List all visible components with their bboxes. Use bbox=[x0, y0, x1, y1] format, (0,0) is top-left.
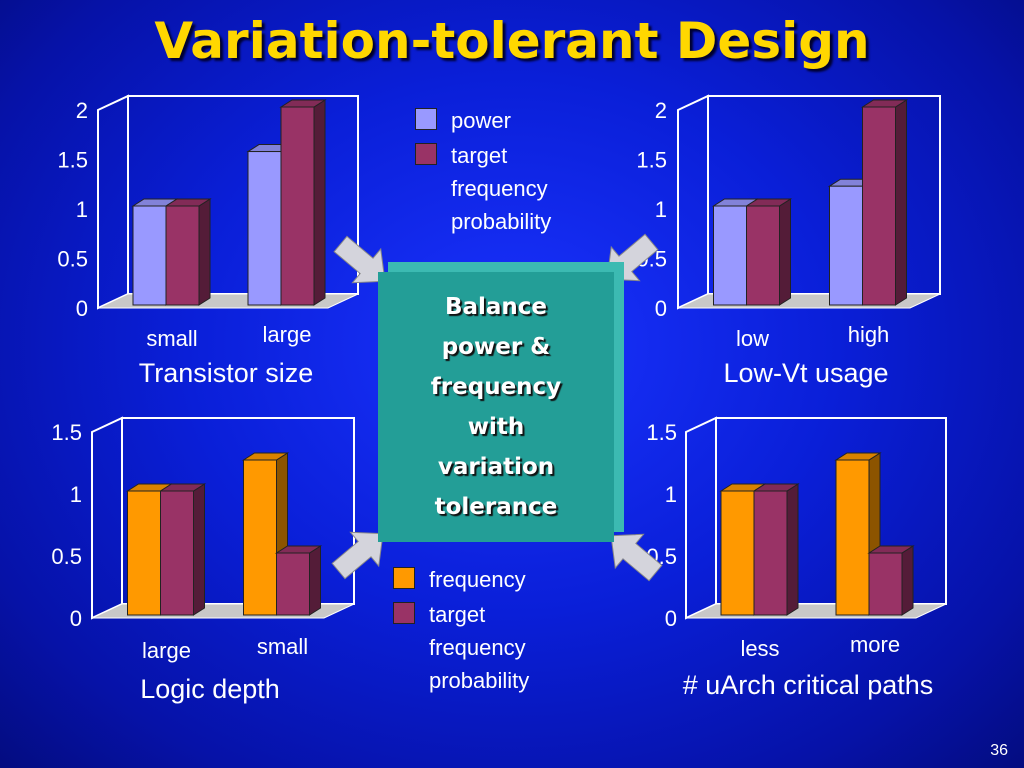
legend-swatch-frequency bbox=[393, 567, 415, 589]
arrow-bottom-right-icon-shape bbox=[610, 533, 663, 582]
chart2-category-high: high bbox=[848, 322, 890, 347]
chart4-category-less: less bbox=[740, 636, 779, 661]
chart4-bar-more-target-frequency-probability bbox=[868, 552, 903, 616]
arrow-bottom-left-icon-shape bbox=[331, 531, 384, 580]
chart3-tick-0: 0 bbox=[70, 606, 82, 631]
chart1-tick-2: 2 bbox=[76, 98, 88, 123]
legend-swatch-power bbox=[415, 108, 437, 130]
arrow-top-right-icon-shape bbox=[606, 233, 659, 282]
chart3-bar-small-frequency bbox=[243, 459, 277, 616]
chart2-bar-low-power bbox=[713, 205, 747, 306]
chart1-tick-0: 0 bbox=[76, 296, 88, 321]
legend-label-frequency: frequency bbox=[429, 567, 526, 592]
arrow-top-right-icon bbox=[606, 233, 659, 282]
legend-entry-target-frequency-probability: target frequency probability bbox=[415, 139, 551, 238]
legend-entry-target-frequency-probability-bottom: target frequency probability bbox=[393, 598, 529, 697]
chart1-tick-1: 1 bbox=[76, 197, 88, 222]
legend-bottom: frequency target frequency probability bbox=[393, 563, 529, 697]
chart4-category-more: more bbox=[850, 632, 900, 657]
center-message-text: Balance power & frequency with variation… bbox=[430, 294, 562, 520]
chart2-bar-high-target-frequency-probability-side bbox=[895, 99, 907, 306]
chart4-tick-0: 0 bbox=[665, 606, 677, 631]
chart4-bar-less-target-frequency-probability bbox=[753, 490, 788, 616]
legend-swatch-target-frequency-probability-bottom bbox=[393, 602, 415, 624]
chart2-axis-title: Low-Vt usage bbox=[723, 358, 888, 388]
legend-label-power: power bbox=[451, 108, 511, 133]
chart1-side-wall bbox=[97, 94, 129, 310]
chart4-bar-more-target-frequency-probability-side bbox=[901, 545, 914, 616]
chart2-category-low: low bbox=[736, 326, 769, 351]
chart4-bar-less-target-frequency-probability-side bbox=[786, 483, 799, 616]
chart2-side-wall bbox=[677, 94, 709, 310]
legend-entry-frequency: frequency bbox=[393, 563, 529, 596]
chart2-bar-high-target-frequency-probability bbox=[862, 106, 896, 306]
chart1-bar-large-target-frequency-probability bbox=[280, 106, 315, 306]
chart3-category-small: small bbox=[257, 634, 308, 659]
chart1-category-large: large bbox=[263, 322, 312, 347]
center-message-box: Balance power & frequency with variation… bbox=[378, 272, 614, 542]
chart3-category-large: large bbox=[142, 638, 191, 663]
legend-label-target-frequency-probability: target frequency probability bbox=[451, 143, 552, 234]
legend-entry-power: power bbox=[415, 104, 551, 137]
chart1-tick-1-5: 1.5 bbox=[57, 148, 88, 173]
chart1-bar-large-target-frequency-probability-side bbox=[313, 99, 326, 306]
chart2-tick-1: 1 bbox=[655, 197, 667, 222]
chart3-bar-large-target-frequency-probability bbox=[160, 490, 194, 616]
chart1-bar-small-target-frequency-probability-side bbox=[198, 198, 211, 306]
arrow-bottom-left-icon bbox=[331, 531, 384, 580]
chart3-axis-title: Logic depth bbox=[140, 674, 280, 704]
chart4-bar-less-frequency bbox=[720, 490, 755, 616]
chart1-axis-title: Transistor size bbox=[139, 358, 314, 388]
chart1-tick-0-5: 0.5 bbox=[57, 247, 88, 272]
chart2-tick-1-5: 1.5 bbox=[636, 148, 667, 173]
chart4-tick-1-5: 1.5 bbox=[646, 420, 677, 445]
slide-title: Variation-tolerant Design bbox=[154, 12, 870, 70]
legend-top: power target frequency probability bbox=[415, 104, 551, 238]
arrow-top-left-icon-shape bbox=[333, 235, 386, 284]
chart3-bar-large-target-frequency-probability-side bbox=[193, 483, 205, 616]
chart3-side-wall bbox=[91, 416, 123, 620]
chart1-category-small: small bbox=[146, 326, 197, 351]
chart2-bar-high-power bbox=[829, 185, 863, 306]
legend-swatch-target-frequency-probability bbox=[415, 143, 437, 165]
chart3-bar-small-target-frequency-probability bbox=[276, 552, 310, 616]
chart2-tick-2: 2 bbox=[655, 98, 667, 123]
chart3-bar-small-target-frequency-probability-side bbox=[309, 545, 321, 616]
chart4-bar-more-frequency bbox=[835, 459, 870, 616]
chart2-bar-low-target-frequency-probability-side bbox=[779, 198, 791, 306]
chart4-side-wall bbox=[685, 416, 717, 620]
chart3-bar-large-frequency bbox=[127, 490, 161, 616]
chart1-bar-large-power bbox=[247, 151, 282, 306]
arrow-bottom-right-icon bbox=[610, 533, 663, 582]
arrow-top-left-icon bbox=[333, 235, 386, 284]
chart4-axis-title: # uArch critical paths bbox=[683, 670, 934, 700]
chart1-bar-small-power bbox=[132, 205, 167, 306]
legend-label-target-frequency-probability-bottom: target frequency probability bbox=[429, 602, 530, 693]
page-number: 36 bbox=[990, 742, 1008, 759]
chart4-tick-1: 1 bbox=[665, 482, 677, 507]
chart1-bar-small-target-frequency-probability bbox=[165, 205, 200, 306]
chart2-tick-0: 0 bbox=[655, 296, 667, 321]
chart2-bar-low-target-frequency-probability bbox=[746, 205, 780, 306]
chart3-tick-1: 1 bbox=[70, 482, 82, 507]
chart3-tick-0-5: 0.5 bbox=[51, 544, 82, 569]
chart3-tick-1-5: 1.5 bbox=[51, 420, 82, 445]
